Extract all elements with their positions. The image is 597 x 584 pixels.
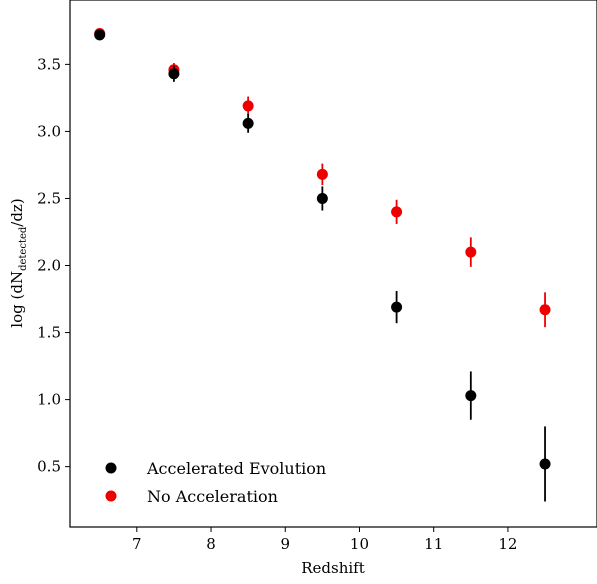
x-axis-title: Redshift: [301, 559, 365, 577]
x-tick-label: 11: [424, 535, 443, 553]
data-point: [94, 29, 106, 41]
y-tick-label: 2.5: [37, 189, 61, 207]
data-point: [316, 168, 328, 180]
legend-label: No Acceleration: [147, 487, 278, 506]
data-point: [465, 390, 477, 402]
data-point: [539, 304, 551, 316]
x-tick-label: 9: [280, 535, 290, 553]
x-axis: 7 8 9 10 11 12: [132, 527, 517, 553]
x-tick-label: 10: [350, 535, 369, 553]
y-tick-label: 1.5: [37, 324, 61, 342]
data-point: [168, 68, 180, 80]
y-tick-label: 0.5: [37, 458, 61, 476]
x-tick-label: 8: [206, 535, 216, 553]
legend-label: Accelerated Evolution: [146, 459, 326, 478]
x-tick-label: 12: [498, 535, 517, 553]
legend-item-accelerated-evolution: Accelerated Evolution: [105, 459, 326, 478]
legend-item-no-acceleration: No Acceleration: [105, 487, 278, 506]
y-tick-label: 3.0: [37, 122, 61, 140]
legend: Accelerated Evolution No Acceleration: [105, 459, 326, 506]
y-axis-title-main: log (dN: [8, 271, 26, 328]
y-tick-label: 1.0: [37, 391, 61, 409]
y-axis-title-tail: /dz): [8, 198, 26, 226]
y-axis: 0.5 1.0 1.5 2.0 2.5 3.0 3.5: [37, 55, 70, 476]
data-point: [242, 100, 254, 112]
legend-marker: [105, 462, 117, 474]
legend-marker: [105, 490, 117, 502]
data-point: [539, 458, 551, 470]
data-point: [391, 206, 403, 218]
data-point: [316, 192, 328, 204]
y-axis-title: log (dNdetected/dz): [8, 198, 29, 327]
y-axis-title-subscript: detected: [18, 226, 29, 271]
series-accelerated-evolution: [94, 29, 551, 502]
data-point: [465, 246, 477, 258]
y-tick-label: 3.5: [37, 55, 61, 73]
data-point: [391, 301, 403, 313]
y-tick-label: 2.0: [37, 257, 61, 275]
data-points: [94, 28, 551, 502]
x-tick-label: 7: [132, 535, 142, 553]
plot-frame: [69, 0, 597, 528]
series-no-acceleration: [94, 28, 551, 328]
data-point: [242, 117, 254, 129]
